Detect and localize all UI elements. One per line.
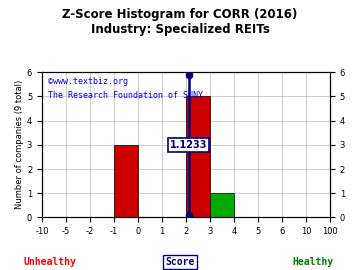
Y-axis label: Number of companies (9 total): Number of companies (9 total) [15, 80, 24, 210]
Text: The Research Foundation of SUNY: The Research Foundation of SUNY [48, 91, 203, 100]
Text: Z-Score Histogram for CORR (2016)
Industry: Specialized REITs: Z-Score Histogram for CORR (2016) Indust… [62, 8, 298, 36]
Text: Score: Score [165, 257, 195, 267]
Bar [210, 193, 234, 217]
Text: Healthy: Healthy [293, 257, 334, 267]
Text: 1.1233: 1.1233 [170, 140, 208, 150]
Text: Unhealthy: Unhealthy [24, 257, 77, 267]
Bar [186, 96, 210, 217]
Text: ©www.textbiz.org: ©www.textbiz.org [48, 77, 128, 86]
Bar [114, 145, 138, 217]
